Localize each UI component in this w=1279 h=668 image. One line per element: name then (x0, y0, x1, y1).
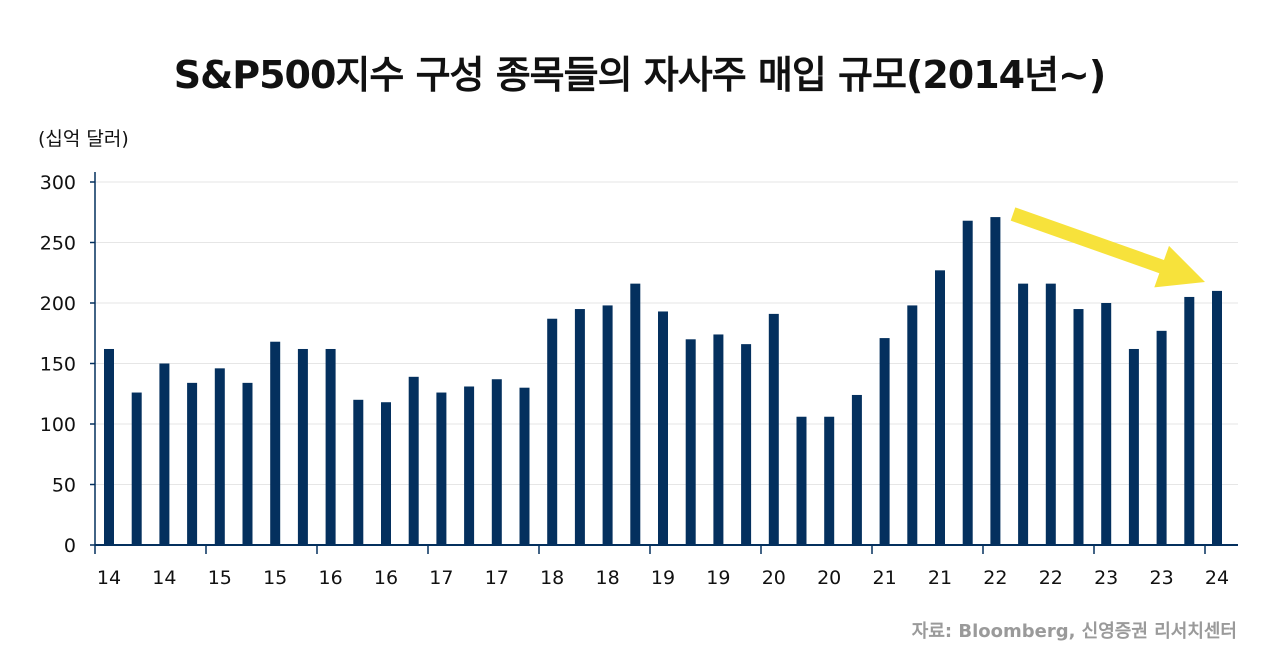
chart-title: S&P500지수 구성 종목들의 자사주 매입 규모(2014년~) (173, 53, 1107, 97)
bar (1184, 296, 1195, 545)
y-tick-label: 250 (40, 233, 76, 255)
bar (104, 348, 114, 545)
bar (381, 402, 391, 545)
bar (270, 341, 281, 545)
y-tick-labels: 0 50 100 150 200 250 300 (40, 172, 76, 557)
bar (353, 399, 364, 545)
x-tick-label: 22 (1039, 567, 1063, 589)
bars (104, 217, 1222, 545)
x-tick-label: 20 (817, 567, 841, 589)
x-tick-label: 15 (208, 567, 232, 589)
axes (90, 172, 1238, 554)
x-tick-label: 20 (762, 567, 786, 589)
x-tick-label: 16 (319, 567, 343, 589)
x-tick-label: 24 (1205, 567, 1229, 589)
bar (297, 348, 308, 545)
bar (325, 348, 336, 545)
bar (242, 382, 253, 545)
bar (658, 311, 668, 545)
bar (1212, 290, 1222, 545)
bar (1101, 303, 1112, 545)
bar (436, 392, 447, 545)
x-tick-label: 23 (1150, 567, 1174, 589)
y-axis-unit-label: (십억 달러) (38, 128, 129, 150)
bar (1018, 283, 1029, 545)
bar (1128, 348, 1139, 545)
x-tick-label: 21 (928, 567, 952, 589)
x-tick-label: 17 (485, 567, 509, 589)
bar (879, 338, 890, 545)
y-tick-label: 300 (40, 172, 76, 194)
x-tick-label: 21 (873, 567, 897, 589)
x-tick-label: 16 (374, 567, 398, 589)
x-tick-label: 23 (1094, 567, 1118, 589)
y-tick-label: 100 (40, 414, 76, 436)
bar (1045, 283, 1056, 545)
bar (1073, 309, 1084, 545)
bar (464, 386, 475, 545)
source-note: 자료: Bloomberg, 신영증권 리서치센터 (911, 621, 1237, 642)
x-tick-label: 19 (706, 567, 730, 589)
bar (685, 339, 696, 545)
x-tick-labels: 14 14 15 15 16 16 17 17 18 18 19 19 20 20 21 21 22 22 23 23… (97, 567, 1229, 589)
x-tick-label: 22 (983, 567, 1007, 589)
bar (187, 382, 198, 545)
x-tick-label: 18 (540, 567, 564, 589)
bar (990, 217, 1001, 545)
y-tick-label: 0 (64, 535, 76, 557)
y-tick-label: 150 (40, 354, 76, 376)
trend-arrow (1010, 207, 1205, 288)
bar (214, 368, 225, 545)
bar (408, 376, 419, 545)
bar (630, 283, 641, 545)
y-tick-label: 50 (52, 475, 76, 497)
x-tick-label: 19 (651, 567, 675, 589)
bar (547, 318, 558, 545)
bar (796, 416, 807, 545)
bar (574, 309, 585, 545)
x-tick-label: 17 (429, 567, 453, 589)
x-tick-label: 15 (263, 567, 287, 589)
bar (1156, 330, 1167, 545)
x-tick-label: 18 (596, 567, 620, 589)
trend-arrow-shape (1010, 207, 1205, 288)
bar (768, 313, 779, 545)
bar (935, 270, 945, 545)
x-tick-label: 14 (152, 567, 176, 589)
bar (851, 394, 862, 545)
bar (131, 392, 142, 545)
bar (602, 305, 613, 545)
bar (713, 334, 724, 545)
x-tick-label: 14 (97, 567, 121, 589)
bar (159, 363, 170, 545)
bar (519, 387, 530, 545)
y-tick-label: 200 (40, 293, 76, 315)
bar (741, 344, 752, 545)
bar (491, 379, 502, 545)
bar (824, 416, 835, 545)
bar (907, 305, 918, 545)
bar (962, 220, 973, 545)
